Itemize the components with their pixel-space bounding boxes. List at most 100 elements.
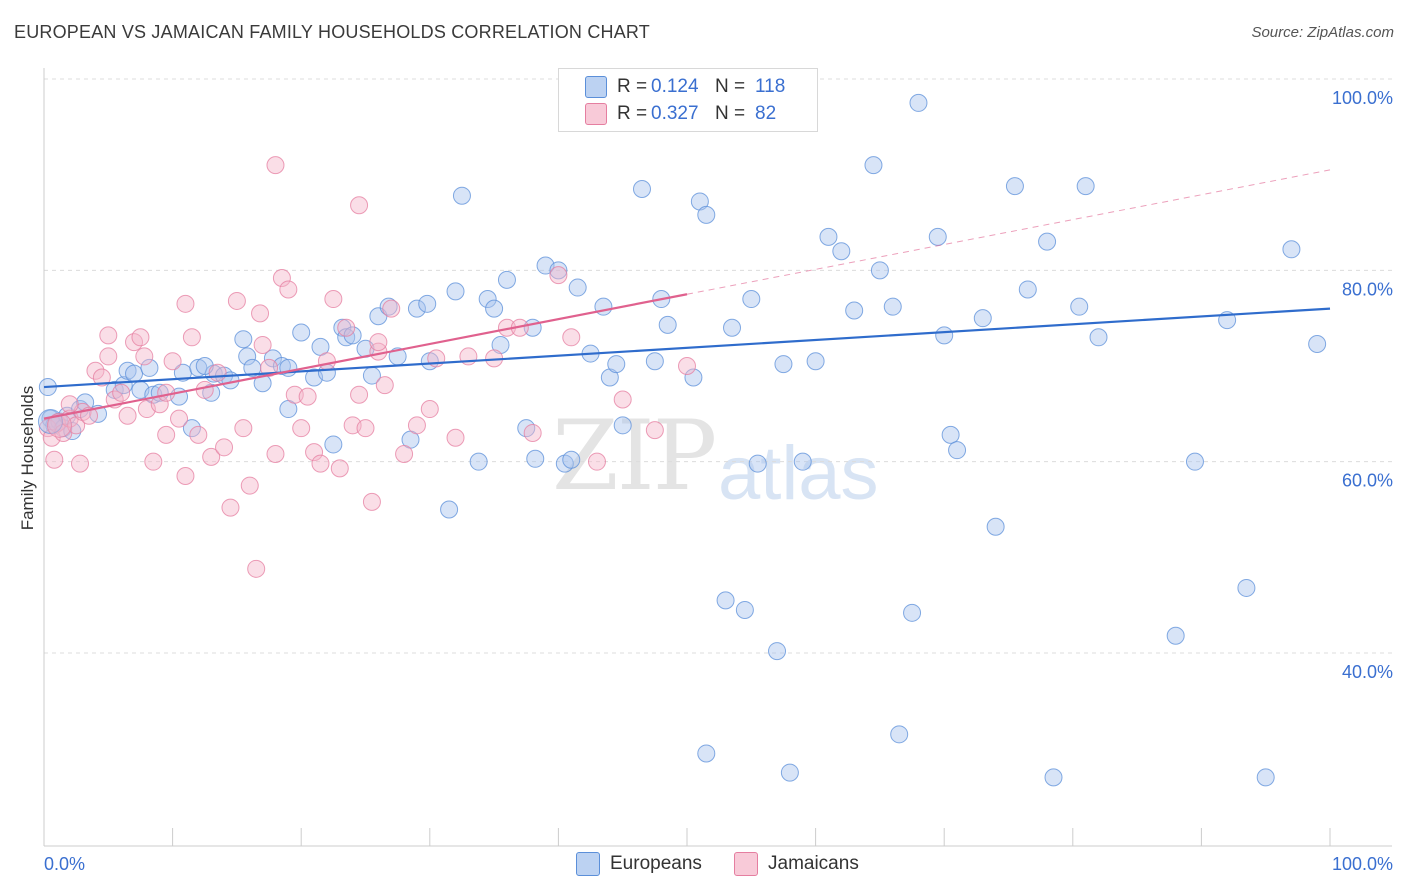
jamaican-point [99,347,118,366]
jamaican-point [99,326,118,345]
european-point [292,323,311,342]
y-tick-label: 60.0% [1342,471,1393,491]
european-point [263,349,282,368]
european-point [337,328,356,347]
x-tick-label: 100.0% [1332,854,1393,874]
legend-swatch-jamaicans [585,103,607,125]
jamaican-point [195,380,214,399]
bottom-swatch-jamaicans [734,852,758,876]
jamaican-point [395,445,414,464]
jamaican-point [549,266,568,285]
chart-title: EUROPEAN VS JAMAICAN FAMILY HOUSEHOLDS C… [14,22,650,42]
jamaican-point [587,452,606,471]
european-point [870,261,889,280]
jamaican-point [240,476,259,495]
european-point [697,205,716,224]
jamaican-point [266,445,285,464]
european-point [1282,240,1301,259]
european-point [928,227,947,246]
jamaican-point [369,333,388,352]
european-point [935,326,954,345]
legend-row-europeans: R = 0.124 N = 118 [585,75,785,99]
jamaican-point [157,425,176,444]
bottom-swatch-europeans [576,852,600,876]
legend-r-value: 0.124 [651,76,699,97]
european-point [742,290,761,309]
european-point [832,242,851,261]
jamaican-point [562,328,581,347]
jamaican-point [266,156,285,175]
european-point [379,297,398,316]
jamaican-point [356,419,375,438]
european-point [697,744,716,763]
european-point [1044,768,1063,787]
european-point [485,299,504,318]
european-point [948,441,967,460]
european-point [1089,328,1108,347]
x-tick-label: 0.0% [44,854,85,874]
european-point [1166,626,1185,645]
bottom-legend-label-jamaicans: Jamaicans [768,853,859,874]
y-tick-label: 40.0% [1342,662,1393,682]
jamaican-point [375,376,394,395]
european-point [526,449,545,468]
european-point [903,603,922,622]
jamaican-point [208,363,227,382]
jamaican-point [135,347,154,366]
european-point [806,352,825,371]
european-point [748,454,767,473]
european-point [890,725,909,744]
jamaican-point [253,335,272,354]
european-point [343,326,362,345]
european-point [1005,177,1024,196]
jamaican-point [215,438,234,457]
jamaican-point [251,304,270,323]
european-point [793,452,812,471]
jamaican-point [292,419,311,438]
watermark-atlas: atlas [718,431,879,516]
jamaican-point [60,395,79,414]
european-point [909,93,928,112]
european-point [140,358,159,377]
jamaican-point [613,390,632,409]
european-point [883,297,902,316]
jamaican-point [337,318,356,337]
jamaican-point [86,361,105,380]
european-point [845,301,864,320]
european-point [684,368,703,387]
y-tick-label: 80.0% [1342,279,1393,299]
y-axis-label: Family Households [18,386,37,531]
jamaican-point [324,290,343,309]
jamaican-point [420,400,439,419]
european-point [1308,334,1327,353]
european-point [973,309,992,328]
jamaican-point [176,467,195,486]
source-label: Source: ZipAtlas.com [1251,24,1394,41]
jamaican-point [202,447,221,466]
european-point [613,416,632,435]
european-point [238,347,257,366]
jamaican-point [131,328,150,347]
bottom-legend-europeans: Europeans [576,852,702,876]
legend-r-label: R = [617,103,648,124]
european-point [1185,452,1204,471]
jamaican-point [311,454,330,473]
jamaican-point [298,387,317,406]
jamaican-point [176,294,195,313]
jamaican-point [272,268,291,287]
jamaican-point [247,559,266,578]
jamaican-point [279,280,298,299]
jamaican-point [350,385,369,404]
european-point [864,156,883,175]
jamaican-point [46,412,72,438]
european-point [1038,232,1057,251]
jamaican-point [45,450,64,469]
european-point [607,355,626,374]
jamaican-point [678,357,696,375]
jamaican-point [144,452,163,471]
stats-legend: R = 0.124 N = 118 R = 0.327 N = 82 [558,68,818,132]
european-point [780,763,799,782]
bottom-legend-jamaicans: Jamaicans [734,852,859,876]
jamaican-point [317,352,336,371]
european-point [452,186,471,205]
